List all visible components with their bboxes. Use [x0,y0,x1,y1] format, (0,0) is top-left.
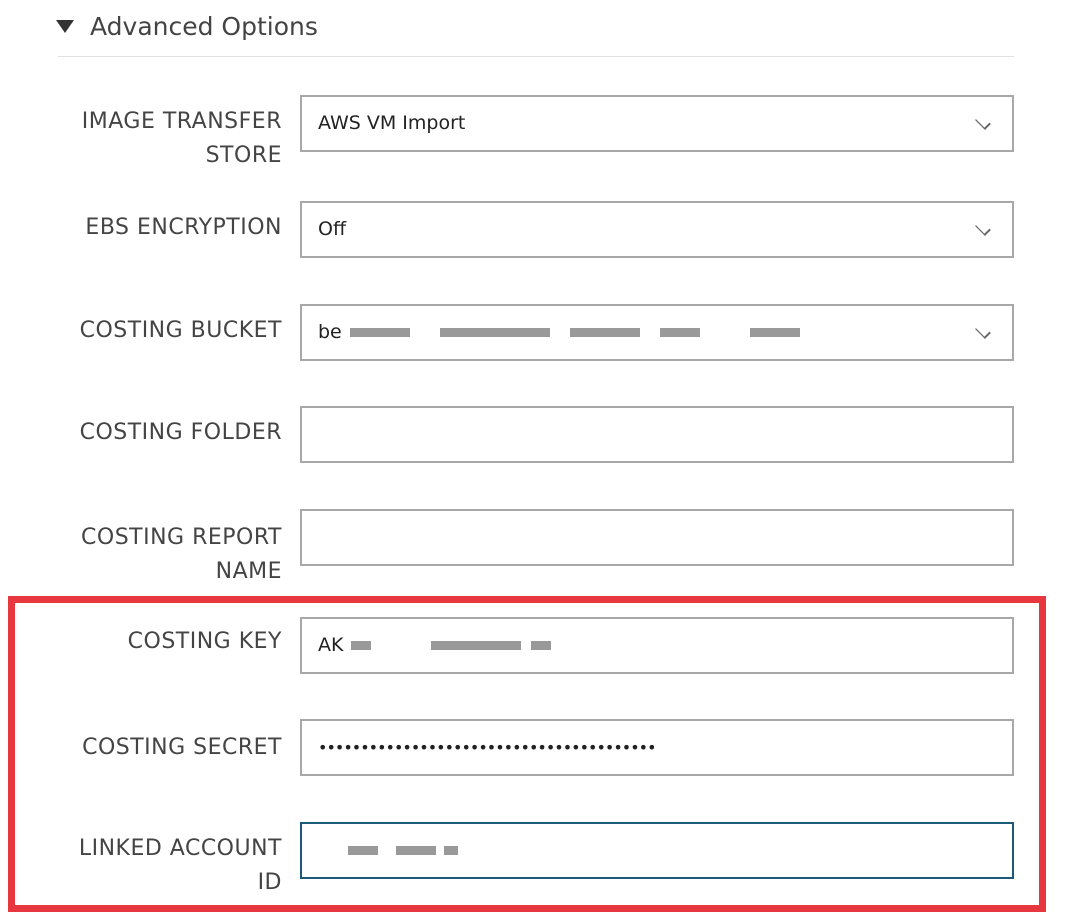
chevron-down-icon [975,114,991,130]
divider [58,56,1014,57]
field-label: COSTING FOLDER [79,420,282,445]
chevron-down-icon [975,323,991,339]
linked-account-id-input[interactable] [300,822,1014,879]
costing-secret-input[interactable]: •••••••••••••••••••••••••••••••••••••••• [300,719,1014,776]
chevron-down-icon [975,220,991,236]
costing-bucket-select[interactable]: be [300,304,1014,361]
ebs-encryption-select[interactable]: Off [300,201,1014,258]
field-label: COSTING BUCKET [79,318,282,343]
image-transfer-store-select[interactable]: AWS VM Import [300,95,1014,152]
field-label: IMAGE TRANSFER STORE [81,109,282,168]
costing-report-name-input[interactable] [300,509,1014,566]
costing-folder-input[interactable] [300,406,1014,463]
costing-key-input[interactable]: AK [300,617,1014,674]
field-label: COSTING KEY [127,629,282,654]
advanced-options-toggle[interactable]: Advanced Options [56,12,318,41]
section-title: Advanced Options [90,12,318,41]
caret-down-icon [56,20,74,33]
field-label: COSTING SECRET [82,735,282,760]
highlight-box [8,596,1046,912]
field-label: COSTING REPORT NAME [81,525,282,584]
field-label: LINKED ACCOUNT ID [78,836,282,895]
field-label: EBS ENCRYPTION [85,215,282,240]
